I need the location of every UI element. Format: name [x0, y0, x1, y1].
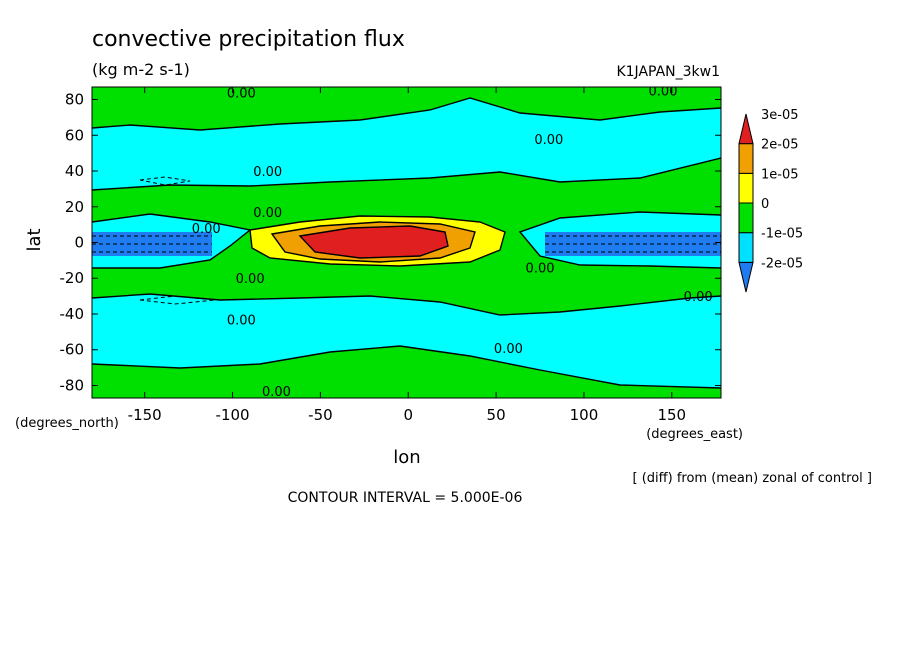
colorbar-label: -2e-05: [761, 256, 803, 271]
contour-label: 0.00: [236, 272, 265, 287]
colorbar-arrow-low: [738, 261, 754, 293]
colorbar-swatch: [738, 232, 754, 263]
plot-area: 0.00 0.00 0.00 0.00 0.00 0.00 0.00 0.00 0.00 0.00…: [92, 85, 721, 400]
x-tick-label: 0: [403, 406, 413, 424]
contour-label: 0.00: [262, 385, 291, 400]
y-tick-label: 20: [65, 198, 84, 216]
contour-label: 0.00: [253, 206, 282, 221]
colorbar-label: 1e-05: [761, 167, 799, 182]
y-tick-label: -60: [60, 341, 85, 359]
contour-label: 0.00: [649, 85, 678, 100]
x-tick-label: -100: [216, 406, 250, 424]
y-tick-label: -40: [60, 305, 85, 323]
contour-label: 0.00: [526, 262, 555, 277]
y-tick-label: 60: [65, 126, 84, 144]
x-axis: -150 -100 -50 0 50 100 150: [128, 87, 686, 424]
contour-label: 0.00: [253, 165, 282, 180]
x-axis-units: (degrees_east): [646, 427, 743, 442]
x-tick-label: 50: [487, 406, 506, 424]
colorbar-label: 0: [761, 197, 769, 212]
colorbar-arrow-high: [738, 113, 754, 145]
y-tick-label: 40: [65, 162, 84, 180]
y-tick-label: -80: [60, 376, 85, 394]
x-tick-label: 150: [657, 406, 686, 424]
annotation-note: [ (diff) from (mean) zonal of control ]: [633, 471, 872, 486]
contour-label: 0.00: [494, 342, 523, 357]
y-tick-label: 80: [65, 91, 84, 109]
contour-label: 0.00: [192, 222, 221, 237]
y-tick-label: 0: [74, 234, 84, 252]
x-axis-label: lon: [393, 447, 420, 468]
y-tick-label: -20: [60, 269, 85, 287]
colorbar-swatch: [738, 143, 754, 174]
colorbar-label: 2e-05: [761, 138, 799, 153]
contour-label: 0.00: [534, 133, 563, 148]
positive-region-red: [300, 226, 448, 258]
contour-interval: CONTOUR INTERVAL = 5.000E-06: [288, 490, 523, 506]
colorbar: -2e-05 -1e-05 0 1e-05 2e-05 3e-05: [738, 108, 803, 293]
x-tick-label: -150: [128, 406, 162, 424]
colorbar-swatch: [738, 202, 754, 234]
contour-label: 0.00: [227, 86, 256, 101]
colorbar-swatch: [738, 172, 754, 204]
dataset-label: K1JAPAN_3kw1: [616, 64, 720, 80]
chart-title: convective precipitation flux: [92, 27, 405, 52]
contour-label: 0.00: [684, 290, 713, 305]
y-axis: -80 -60 -40 -20 0 20 40 60 80: [60, 91, 721, 394]
dashed-contours: [92, 176, 721, 305]
negative-region-north: [92, 98, 721, 190]
colorbar-label: -1e-05: [761, 227, 803, 242]
y-axis-units: (degrees_north): [15, 416, 119, 431]
y-axis-label: lat: [24, 228, 45, 251]
chart-subtitle: (kg m-2 s-1): [92, 60, 190, 79]
colorbar-label: 3e-05: [761, 108, 799, 123]
x-tick-label: 100: [570, 406, 599, 424]
contour-label: 0.00: [227, 313, 256, 328]
x-tick-label: -50: [308, 406, 333, 424]
